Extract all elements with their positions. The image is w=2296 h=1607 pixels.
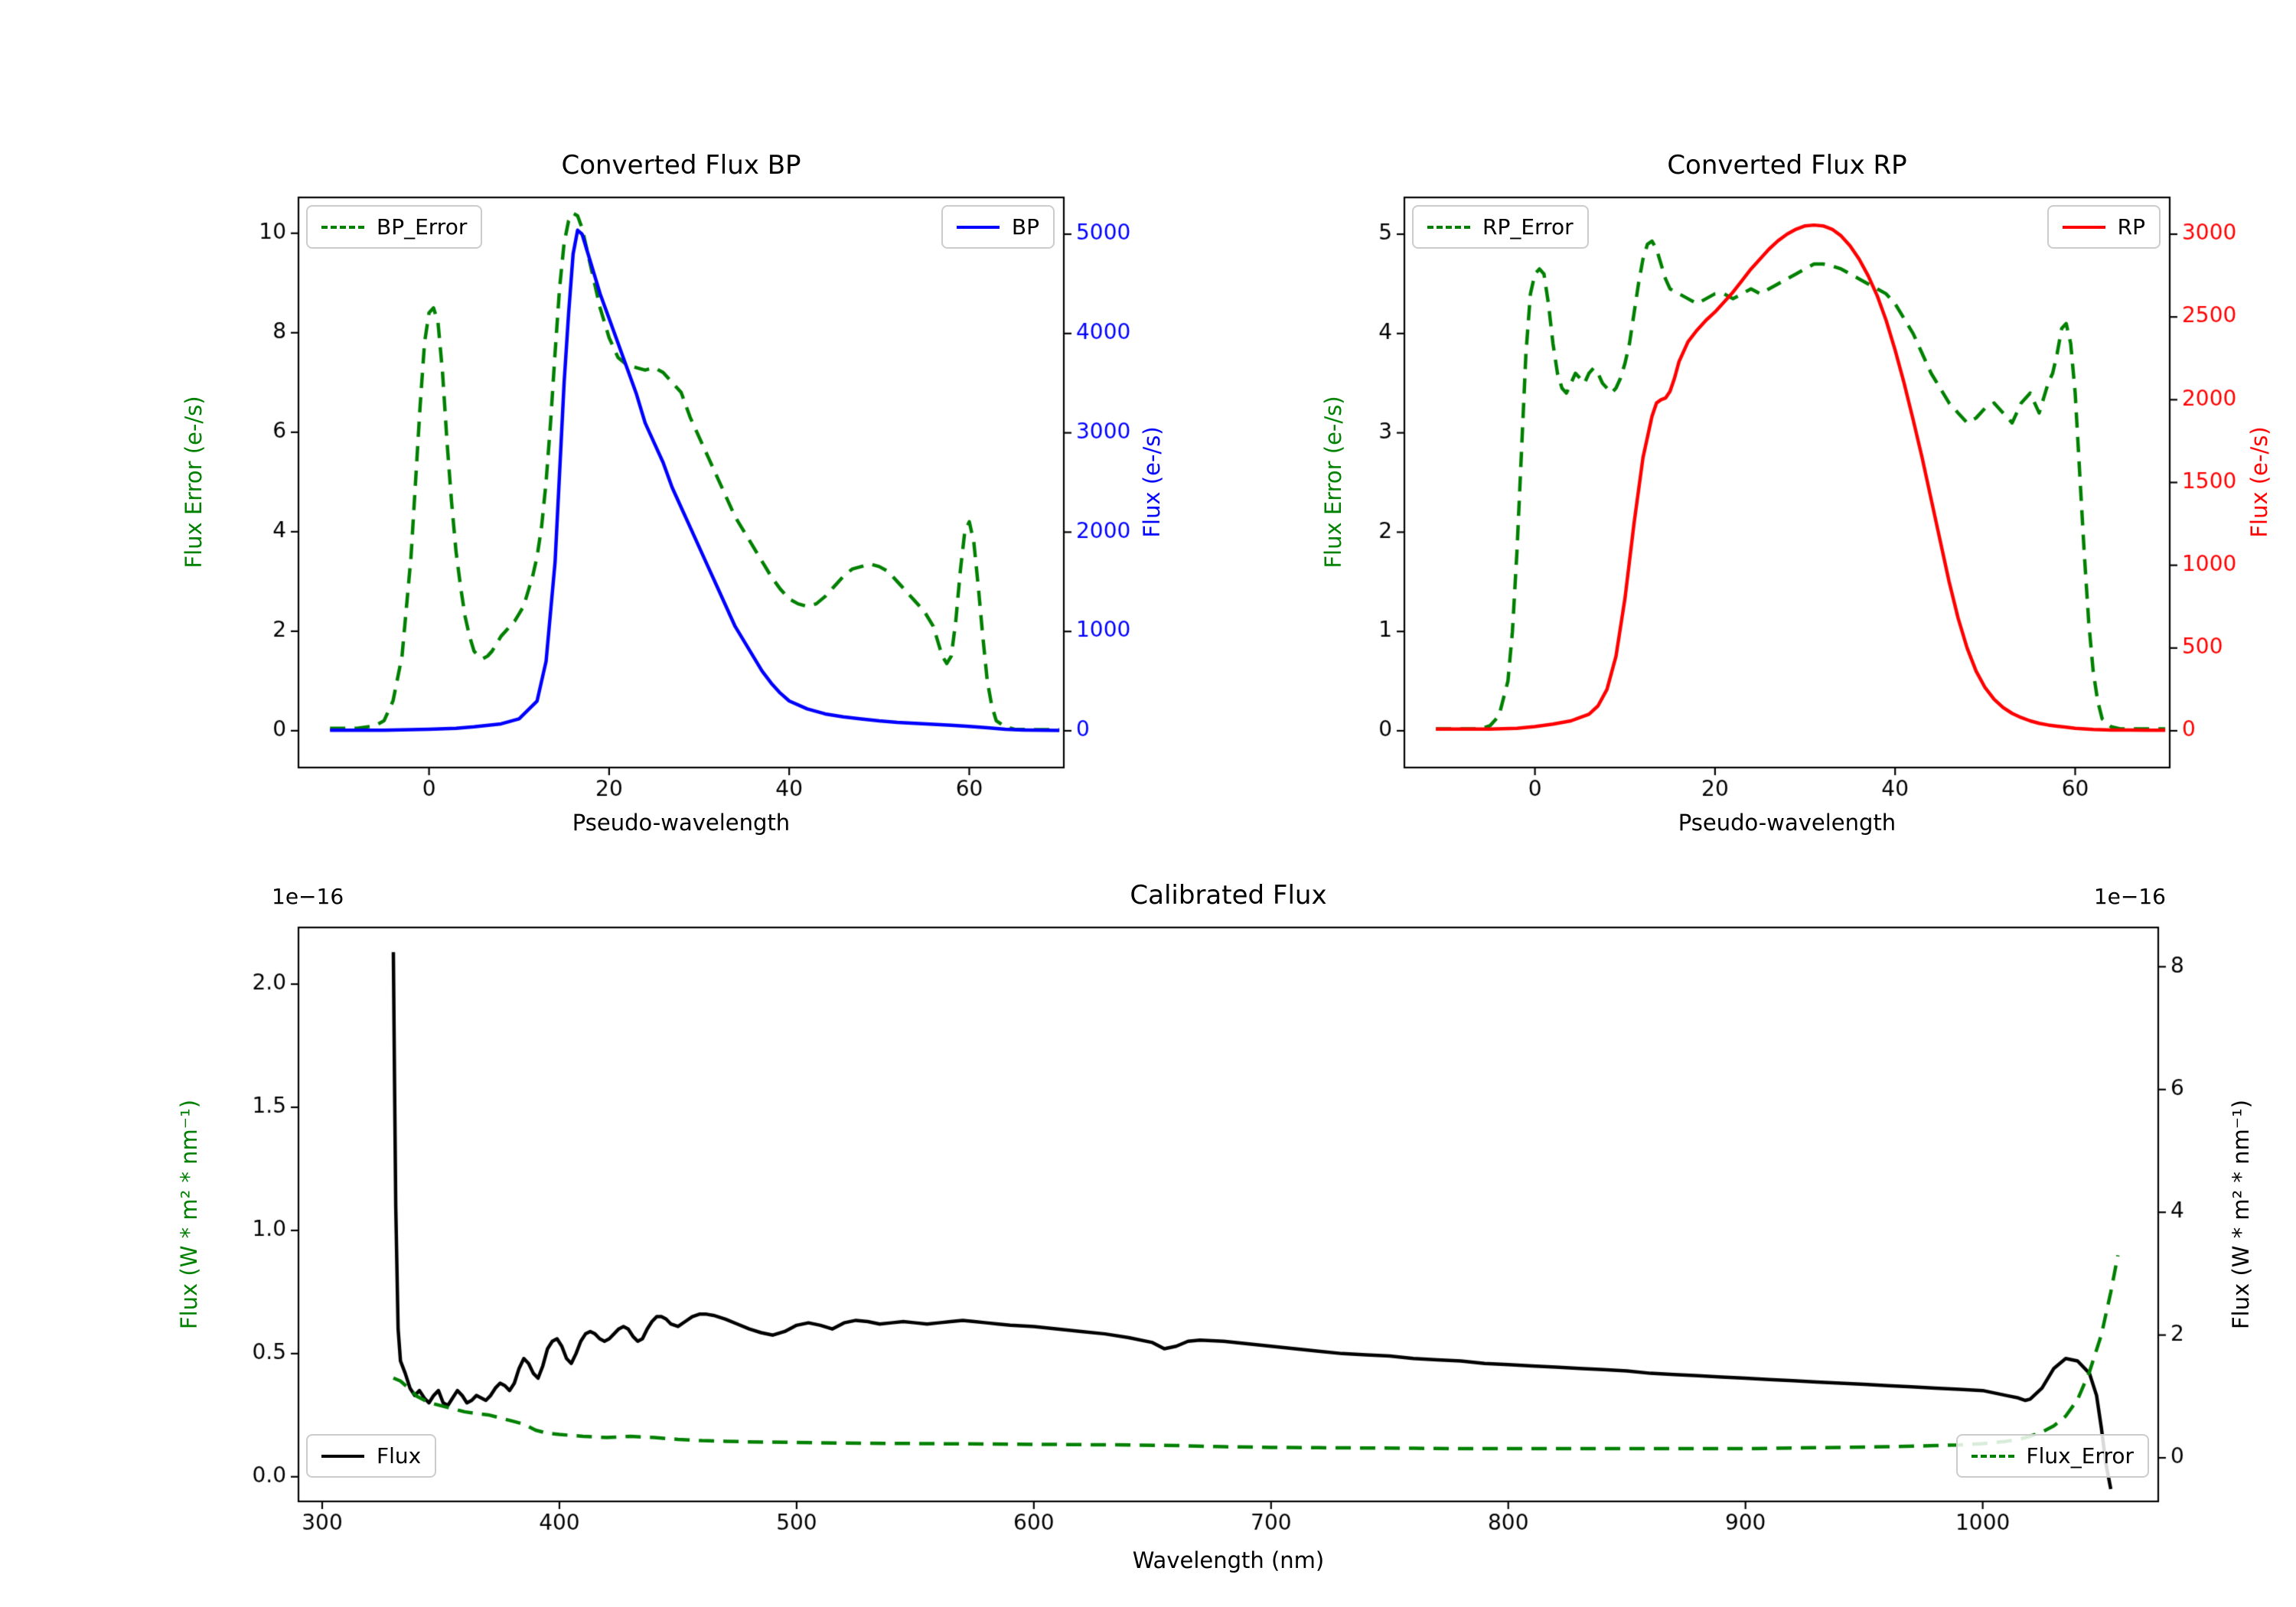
calibrated-right-yaxis-label: Flux (W * m² * nm⁻¹) — [2228, 1099, 2254, 1330]
solid-line-icon — [956, 225, 1000, 229]
solid-line-icon — [2062, 225, 2105, 229]
rp-legend: RP — [2047, 205, 2161, 249]
solid-line-icon — [321, 1454, 364, 1458]
dashed-line-icon — [1971, 1454, 2014, 1458]
bp-legend: BP — [941, 205, 1055, 249]
bp-error-legend: BP_Error — [306, 205, 483, 249]
rp-chart-title: Converted Flux RP — [1667, 150, 1907, 181]
bp-chart-title: Converted Flux BP — [561, 150, 801, 181]
rp-error-legend-label: RP_Error — [1482, 214, 1574, 240]
bp-right-yaxis-label: Flux (e-/s) — [1139, 426, 1165, 538]
flux-legend-label: Flux — [377, 1443, 422, 1468]
dashed-line-icon — [321, 225, 364, 229]
calibrated-left-yaxis-label: Flux (W * m² * nm⁻¹) — [176, 1099, 202, 1330]
rp-right-yaxis-label: Flux (e-/s) — [2246, 426, 2272, 538]
calibrated-xaxis-label: Wavelength (nm) — [1132, 1547, 1325, 1573]
left-axis-offset-text: 1e−16 — [272, 884, 344, 909]
flux-legend: Flux — [306, 1434, 437, 1478]
flux-error-legend: Flux_Error — [1955, 1434, 2149, 1478]
bp-xaxis-label: Pseudo-wavelength — [572, 810, 791, 836]
rp-xaxis-label: Pseudo-wavelength — [1678, 810, 1896, 836]
right-axis-offset-text: 1e−16 — [2093, 884, 2166, 909]
bp-error-legend-label: BP_Error — [377, 214, 468, 240]
bp-legend-label: BP — [1011, 214, 1039, 240]
bp-left-yaxis-label: Flux Error (e-/s) — [181, 396, 207, 569]
dashed-line-icon — [1427, 225, 1470, 229]
rp-error-legend: RP_Error — [1412, 205, 1589, 249]
rp-legend-label: RP — [2117, 214, 2145, 240]
flux-error-legend-label: Flux_Error — [2026, 1443, 2134, 1468]
calibrated-flux-title: Calibrated Flux — [1130, 880, 1327, 911]
rp-left-yaxis-label: Flux Error (e-/s) — [1320, 396, 1346, 569]
